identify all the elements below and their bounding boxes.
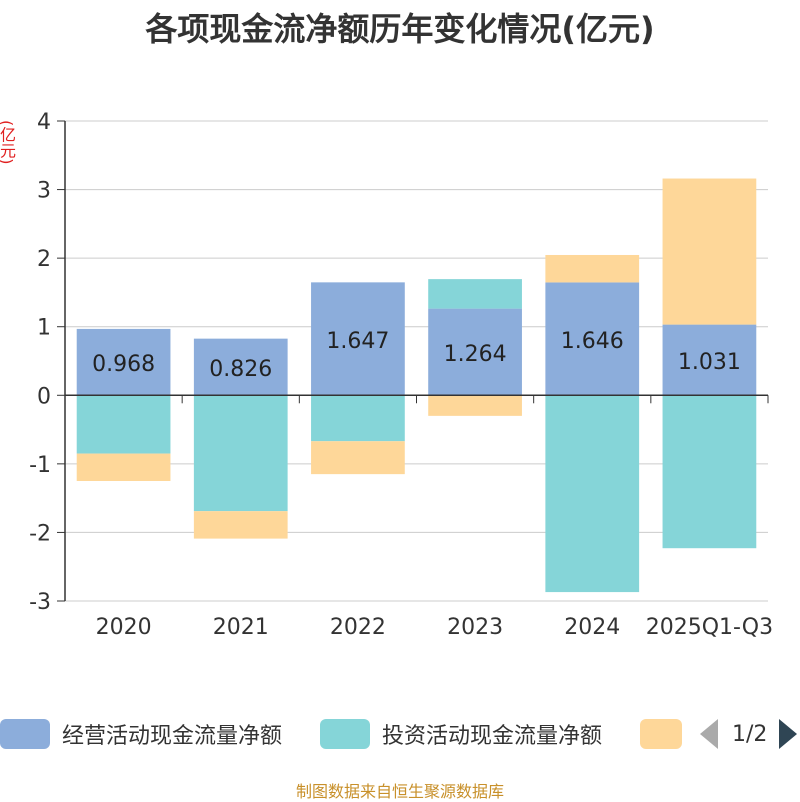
bar-operating-2025Q1-Q3 — [662, 324, 757, 396]
bar-investing-2022 — [311, 395, 405, 442]
legend-pager: 1/2 — [700, 714, 798, 754]
y-tick-label: 2 — [37, 247, 51, 272]
bar-chart: -3 -2 -1 0 1 2 3 4 0.968 0.826 1.647 1.264 1.646 1.03… — [29, 110, 773, 640]
bar-financing-2025Q1-Q3 — [662, 178, 757, 325]
data-label-2022: 1.647 — [326, 329, 389, 354]
x-tick-label-2020: 2020 — [96, 615, 152, 640]
legend-label-operating: 经营活动现金流量净额 — [62, 724, 283, 749]
legend: 经营活动现金流量净额 投资活动现金流量净额 1/2 — [0, 714, 800, 754]
bar-financing-2022 — [311, 441, 405, 475]
y-tick-label: 0 — [37, 384, 51, 409]
y-tick-label: -3 — [29, 590, 51, 615]
bar-operating-2022 — [311, 282, 405, 396]
bar-investing-2024 — [545, 395, 640, 593]
bar-operating-2024 — [545, 282, 640, 396]
bar-financing-2021 — [193, 511, 288, 539]
data-label-2024: 1.646 — [561, 329, 624, 354]
legend-label-investing: 投资活动现金流量净额 — [382, 724, 603, 749]
x-tick-label-2024: 2024 — [564, 615, 620, 640]
bar-operating-2023 — [428, 308, 522, 396]
legend-page-indicator: 1/2 — [732, 721, 768, 747]
legend-prev-page-icon[interactable] — [700, 719, 718, 749]
x-tick-label-2023: 2023 — [447, 615, 503, 640]
data-label-2025Q1-Q3: 1.031 — [678, 350, 741, 375]
legend-swatch-operating — [0, 719, 50, 749]
y-tick-label: -1 — [29, 453, 51, 478]
bar-operating-2021 — [193, 338, 288, 396]
x-tick-label-2021: 2021 — [213, 615, 269, 640]
legend-item-investing[interactable]: 投资活动现金流量净额 — [320, 714, 602, 754]
y-tick-label: -2 — [29, 521, 51, 546]
legend-item-financing[interactable] — [640, 714, 694, 754]
x-tick-label-2022: 2022 — [330, 615, 386, 640]
legend-item-operating[interactable]: 经营活动现金流量净额 — [0, 714, 282, 754]
y-tick-label: 1 — [37, 316, 51, 341]
data-label-2021: 0.826 — [209, 357, 272, 382]
legend-swatch-financing — [640, 719, 682, 749]
bar-investing-2021 — [193, 395, 288, 512]
y-axis-unit: (亿元) — [0, 120, 16, 165]
y-tick-label: 4 — [37, 110, 51, 135]
data-label-2020: 0.968 — [92, 352, 155, 377]
data-label-2023: 1.264 — [444, 342, 507, 367]
bar-operating-2020 — [76, 328, 171, 396]
x-tick-label-2025Q1-Q3: 2025Q1-Q3 — [646, 615, 773, 640]
bar-financing-2023 — [428, 395, 522, 416]
bar-investing-2023 — [428, 279, 522, 309]
data-source-note: 制图数据来自恒生聚源数据库 — [295, 782, 504, 801]
bar-investing-2025Q1-Q3 — [662, 395, 757, 549]
legend-next-page-icon[interactable] — [779, 719, 798, 749]
chart-title: 各项现金流净额历年变化情况(亿元) — [145, 10, 655, 48]
bar-investing-2020 — [76, 395, 171, 454]
bar-financing-2020 — [76, 453, 171, 481]
bar-financing-2024 — [545, 254, 640, 283]
y-tick-label: 3 — [37, 179, 51, 204]
legend-swatch-investing — [320, 719, 370, 749]
